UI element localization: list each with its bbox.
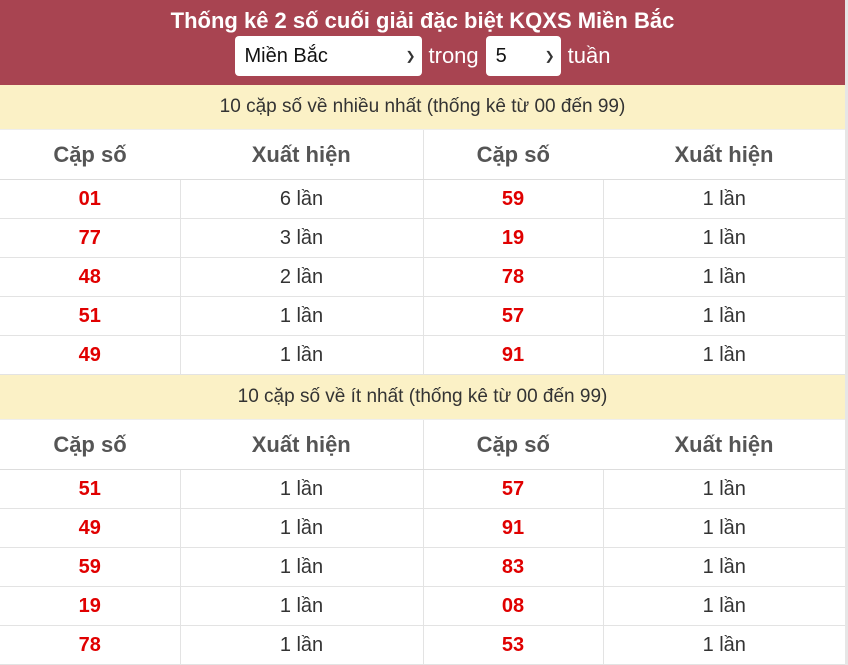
occurrence-count: 1 lần xyxy=(603,335,845,375)
occurrence-count: 1 lần xyxy=(603,469,845,509)
pair-number: 08 xyxy=(423,586,604,626)
column-header: Cặp số xyxy=(0,420,180,470)
pair-number: 01 xyxy=(0,179,181,219)
occurrence-count: 1 lần xyxy=(603,586,845,626)
region-select[interactable]: Miền Bắc ❯ xyxy=(234,36,422,76)
pair-number: 19 xyxy=(423,218,604,258)
column-header: Xuất hiện xyxy=(603,420,845,470)
occurrence-count: 1 lần xyxy=(603,257,845,297)
occurrence-count: 1 lần xyxy=(603,625,845,665)
pair-number: 59 xyxy=(0,547,181,587)
occurrence-count: 1 lần xyxy=(603,547,845,587)
pair-number: 53 xyxy=(423,625,604,665)
header: Thống kê 2 số cuối giải đặc biệt KQXS Mi… xyxy=(0,0,845,85)
pair-number: 77 xyxy=(0,218,181,258)
least-table: Cặp số Xuất hiện Cặp số Xuất hiện 51 1 lầ… xyxy=(0,420,845,665)
pair-number: 19 xyxy=(0,586,181,626)
occurrence-count: 1 lần xyxy=(180,335,424,375)
column-header: Xuất hiện xyxy=(603,130,845,180)
weeks-select-value: 5 xyxy=(495,44,507,67)
occurrence-count: 3 lần xyxy=(180,218,424,258)
occurrence-count: 1 lần xyxy=(180,296,424,336)
pair-number: 83 xyxy=(423,547,604,587)
column-header: Xuất hiện xyxy=(180,130,424,180)
weeks-select[interactable]: 5 ❯ xyxy=(485,36,561,76)
pair-number: 49 xyxy=(0,335,181,375)
region-select-value: Miền Bắc xyxy=(244,44,328,67)
chevron-down-icon: ❯ xyxy=(544,49,555,63)
pair-number: 78 xyxy=(423,257,604,297)
occurrence-count: 1 lần xyxy=(180,586,424,626)
table-row: 77 3 lần 19 1 lần xyxy=(0,218,845,258)
occurrence-count: 6 lần xyxy=(180,179,424,219)
occurrence-count: 1 lần xyxy=(603,179,845,219)
table-row: 51 1 lần 57 1 lần xyxy=(0,296,845,336)
pair-number: 91 xyxy=(423,335,604,375)
pair-number: 91 xyxy=(423,508,604,548)
pair-number: 49 xyxy=(0,508,181,548)
least-caption: 10 cặp số về ít nhất (thống kê từ 00 đến… xyxy=(0,375,845,420)
most-table: Cặp số Xuất hiện Cặp số Xuất hiện 01 6 lầ… xyxy=(0,130,845,375)
chevron-down-icon: ❯ xyxy=(405,49,416,63)
column-header: Cặp số xyxy=(423,130,603,180)
pair-number: 48 xyxy=(0,257,181,297)
table-row: 59 1 lần 83 1 lần xyxy=(0,547,845,587)
occurrence-count: 1 lần xyxy=(603,296,845,336)
occurrence-count: 1 lần xyxy=(603,508,845,548)
pair-number: 57 xyxy=(423,469,604,509)
table-row: 19 1 lần 08 1 lần xyxy=(0,586,845,626)
table-header-row: Cặp số Xuất hiện Cặp số Xuất hiện xyxy=(0,130,845,180)
occurrence-count: 1 lần xyxy=(180,547,424,587)
occurrence-count: 1 lần xyxy=(180,469,424,509)
pair-number: 51 xyxy=(0,469,181,509)
table-header-row: Cặp số Xuất hiện Cặp số Xuất hiện xyxy=(0,420,845,470)
occurrence-count: 1 lần xyxy=(603,218,845,258)
table-row: 01 6 lần 59 1 lần xyxy=(0,179,845,219)
column-header: Cặp số xyxy=(0,130,180,180)
pair-number: 59 xyxy=(423,179,604,219)
occurrence-count: 1 lần xyxy=(180,625,424,665)
occurrence-count: 1 lần xyxy=(180,508,424,548)
table-row: 48 2 lần 78 1 lần xyxy=(0,257,845,297)
pair-number: 57 xyxy=(423,296,604,336)
table-row: 49 1 lần 91 1 lần xyxy=(0,508,845,548)
column-header: Xuất hiện xyxy=(180,420,424,470)
page-title: Thống kê 2 số cuối giải đặc biệt KQXS Mi… xyxy=(170,8,675,33)
table-row: 78 1 lần 53 1 lần xyxy=(0,625,845,665)
table-row: 49 1 lần 91 1 lần xyxy=(0,335,845,375)
tuan-label: tuần xyxy=(567,43,611,68)
trong-label: trong xyxy=(428,43,479,68)
occurrence-count: 2 lần xyxy=(180,257,424,297)
filter-controls: Miền Bắc ❯ trong 5 ❯ tuần xyxy=(0,36,845,76)
most-caption: 10 cặp số về nhiều nhất (thống kê từ 00 … xyxy=(0,85,845,130)
pair-number: 51 xyxy=(0,296,181,336)
table-row: 51 1 lần 57 1 lần xyxy=(0,469,845,509)
pair-number: 78 xyxy=(0,625,181,665)
column-header: Cặp số xyxy=(423,420,603,470)
